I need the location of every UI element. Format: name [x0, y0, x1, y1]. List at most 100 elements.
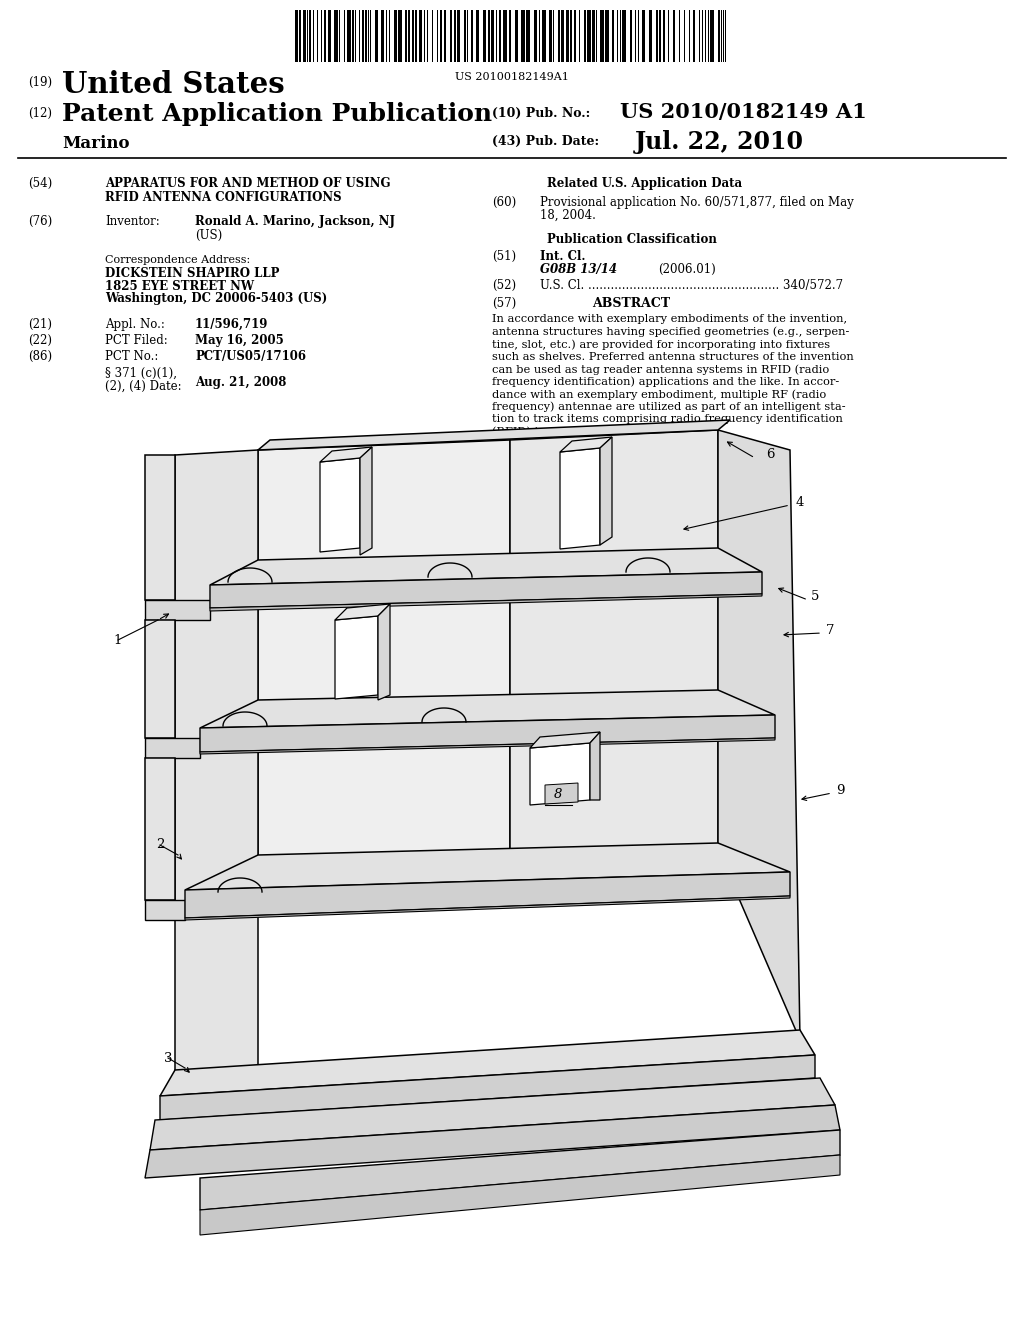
Polygon shape	[335, 616, 378, 700]
Text: APPARATUS FOR AND METHOD OF USING: APPARATUS FOR AND METHOD OF USING	[105, 177, 390, 190]
Polygon shape	[319, 458, 360, 552]
Bar	[375, 11, 378, 62]
Text: (12): (12)	[28, 107, 52, 120]
Text: Appl. No.:: Appl. No.:	[105, 318, 165, 331]
Text: frequency) antennae are utilized as part of an intelligent sta-: frequency) antennae are utilized as part…	[492, 401, 846, 412]
Polygon shape	[160, 1030, 815, 1096]
Text: tion to track items comprising radio frequency identification: tion to track items comprising radio fre…	[492, 414, 843, 424]
Polygon shape	[200, 1130, 840, 1210]
Text: Publication Classification: Publication Classification	[547, 234, 717, 246]
Bar	[352, 11, 354, 62]
Polygon shape	[145, 1105, 840, 1177]
Polygon shape	[145, 620, 175, 738]
Text: 5: 5	[811, 590, 819, 603]
Text: § 371 (c)(1),: § 371 (c)(1),	[105, 367, 177, 380]
Bar	[718, 11, 720, 62]
Bar	[450, 11, 452, 62]
Text: Correspondence Address:: Correspondence Address:	[105, 255, 250, 265]
Text: Marino: Marino	[62, 135, 129, 152]
Bar	[558, 11, 560, 62]
Bar	[324, 11, 326, 62]
Polygon shape	[145, 455, 175, 601]
Polygon shape	[378, 605, 390, 700]
Bar	[566, 11, 569, 62]
Bar	[584, 11, 586, 62]
Polygon shape	[175, 450, 258, 1080]
Polygon shape	[718, 430, 800, 1040]
Bar	[406, 11, 407, 62]
Text: (US): (US)	[195, 228, 222, 242]
Bar	[534, 11, 537, 62]
Text: 3: 3	[164, 1052, 172, 1064]
Bar	[444, 11, 446, 62]
Text: (21): (21)	[28, 318, 52, 331]
Bar	[381, 11, 384, 62]
Bar	[659, 11, 662, 62]
Polygon shape	[185, 843, 790, 890]
Text: Washington, DC 20006-5403 (US): Washington, DC 20006-5403 (US)	[105, 292, 328, 305]
Text: PCT No.:: PCT No.:	[105, 350, 159, 363]
Polygon shape	[600, 437, 612, 545]
Bar	[503, 11, 507, 62]
Text: (76): (76)	[28, 215, 52, 228]
Polygon shape	[560, 447, 600, 549]
Text: Jul. 22, 2010: Jul. 22, 2010	[635, 129, 804, 154]
Text: PCT Filed:: PCT Filed:	[105, 334, 168, 347]
Text: (2006.01): (2006.01)	[658, 263, 716, 276]
Bar	[295, 11, 298, 62]
Polygon shape	[590, 733, 600, 800]
Bar	[649, 11, 652, 62]
Text: 1825 EYE STREET NW: 1825 EYE STREET NW	[105, 280, 254, 293]
Polygon shape	[185, 896, 790, 920]
Text: 8: 8	[554, 788, 562, 801]
Bar	[394, 11, 397, 62]
Polygon shape	[258, 420, 730, 450]
Text: 2: 2	[156, 838, 164, 851]
Text: Aug. 21, 2008: Aug. 21, 2008	[195, 376, 287, 389]
Bar	[334, 11, 338, 62]
Bar	[398, 11, 402, 62]
Polygon shape	[545, 783, 578, 804]
Bar	[663, 11, 665, 62]
Text: (43) Pub. Date:: (43) Pub. Date:	[492, 135, 599, 148]
Text: Provisional application No. 60/571,877, filed on May: Provisional application No. 60/571,877, …	[540, 195, 854, 209]
Polygon shape	[200, 1155, 840, 1236]
Bar	[612, 11, 614, 62]
Bar	[549, 11, 552, 62]
Bar	[415, 11, 417, 62]
Text: 4: 4	[796, 495, 804, 508]
Bar	[440, 11, 442, 62]
Polygon shape	[200, 738, 775, 754]
Bar	[561, 11, 564, 62]
Text: Int. Cl.: Int. Cl.	[540, 249, 586, 263]
Bar	[673, 11, 675, 62]
Text: US 20100182149A1: US 20100182149A1	[455, 73, 569, 82]
Polygon shape	[185, 873, 790, 917]
Polygon shape	[258, 440, 510, 865]
Text: Inventor:: Inventor:	[105, 215, 160, 228]
Bar	[464, 11, 466, 62]
Polygon shape	[145, 900, 185, 920]
Bar	[656, 11, 658, 62]
Polygon shape	[150, 1078, 835, 1150]
Polygon shape	[360, 447, 372, 554]
Bar	[419, 11, 422, 62]
Bar	[328, 11, 331, 62]
Text: frequency identification) applications and the like. In accor-: frequency identification) applications a…	[492, 376, 840, 387]
Bar	[574, 11, 575, 62]
Bar	[299, 11, 301, 62]
Text: Related U.S. Application Data: Related U.S. Application Data	[547, 177, 742, 190]
Bar	[499, 11, 501, 62]
Text: (RFID) tags.: (RFID) tags.	[492, 426, 563, 437]
Bar	[592, 11, 595, 62]
Bar	[457, 11, 460, 62]
Text: can be used as tag reader antenna systems in RFID (radio: can be used as tag reader antenna system…	[492, 364, 829, 375]
Bar	[365, 11, 367, 62]
Polygon shape	[335, 605, 390, 620]
Text: such as shelves. Preferred antenna structures of the invention: such as shelves. Preferred antenna struc…	[492, 351, 854, 362]
Text: ABSTRACT: ABSTRACT	[592, 297, 670, 310]
Polygon shape	[560, 437, 612, 451]
Text: 1: 1	[114, 634, 122, 647]
Text: US 2010/0182149 A1: US 2010/0182149 A1	[620, 102, 866, 121]
Text: dance with an exemplary embodiment, multiple RF (radio: dance with an exemplary embodiment, mult…	[492, 389, 826, 400]
